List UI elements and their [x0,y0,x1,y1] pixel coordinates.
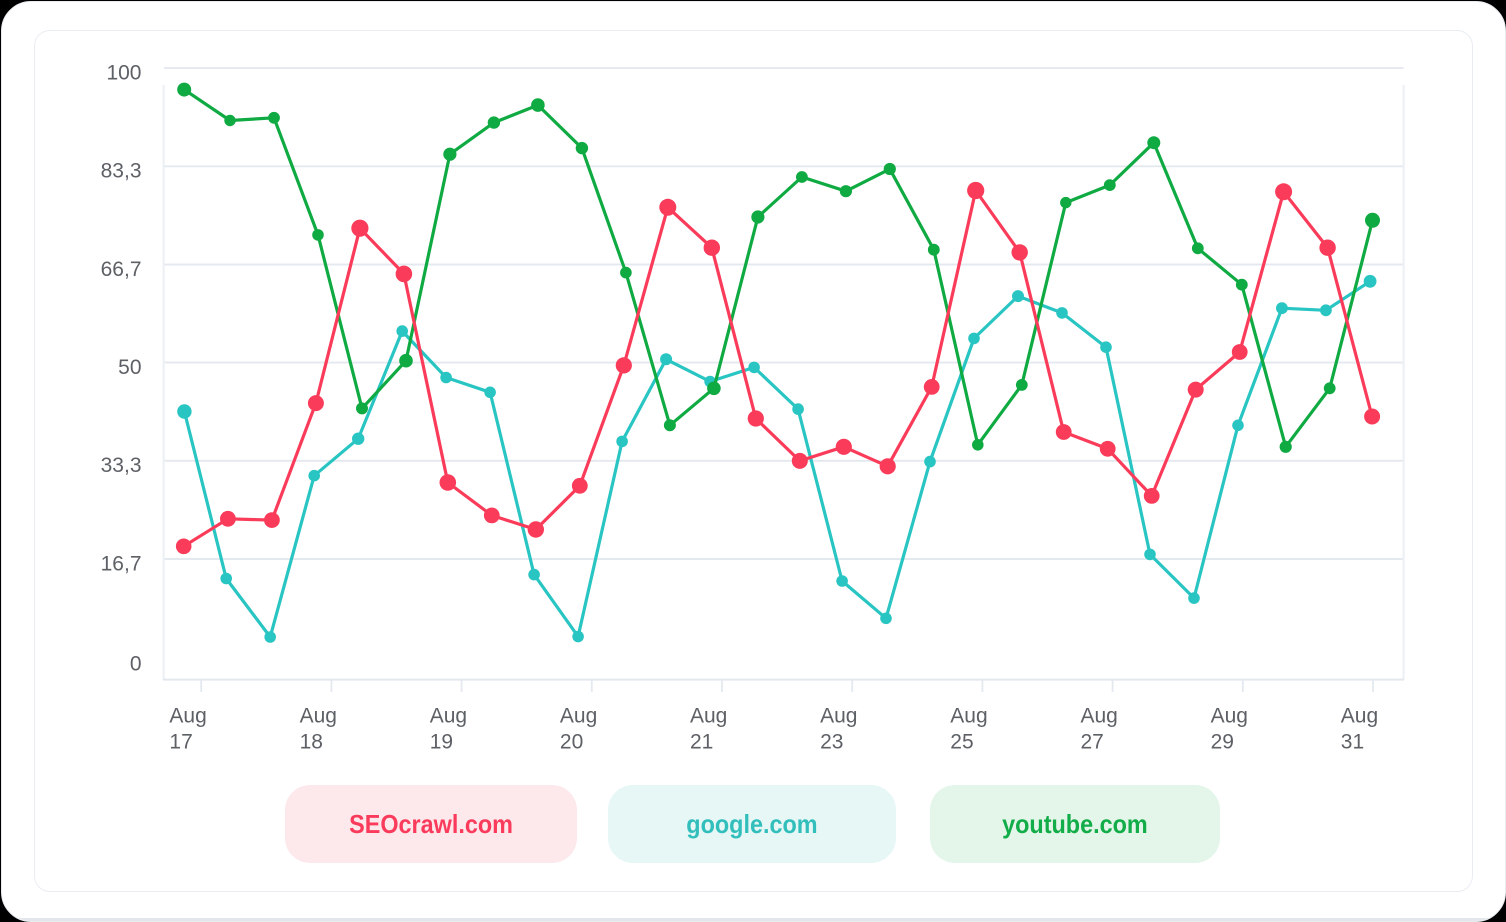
svg-text:31: 31 [1341,730,1364,753]
svg-text:Aug: Aug [560,705,597,728]
svg-text:20: 20 [560,730,583,753]
svg-text:Aug: Aug [1081,705,1118,728]
svg-text:Aug: Aug [690,705,727,728]
svg-text:Aug: Aug [430,705,467,728]
svg-text:18: 18 [300,730,323,753]
svg-text:23: 23 [820,730,843,753]
svg-text:19: 19 [430,730,453,753]
svg-text:Aug: Aug [820,705,857,728]
svg-text:Aug: Aug [1341,705,1378,728]
svg-text:17: 17 [169,730,192,753]
svg-text:66,7: 66,7 [101,258,142,281]
svg-text:33,3: 33,3 [101,454,142,477]
svg-text:83,3: 83,3 [101,160,142,183]
svg-text:Aug: Aug [950,705,987,728]
svg-text:27: 27 [1081,730,1104,753]
svg-text:100: 100 [106,61,141,84]
svg-text:Aug: Aug [300,705,337,728]
svg-text:0: 0 [130,653,142,676]
svg-text:Aug: Aug [1211,705,1248,728]
svg-text:21: 21 [690,730,713,753]
svg-text:50: 50 [118,356,141,379]
svg-text:29: 29 [1211,730,1234,753]
svg-text:25: 25 [950,730,973,753]
svg-text:Aug: Aug [169,705,206,728]
svg-text:16,7: 16,7 [101,552,142,575]
